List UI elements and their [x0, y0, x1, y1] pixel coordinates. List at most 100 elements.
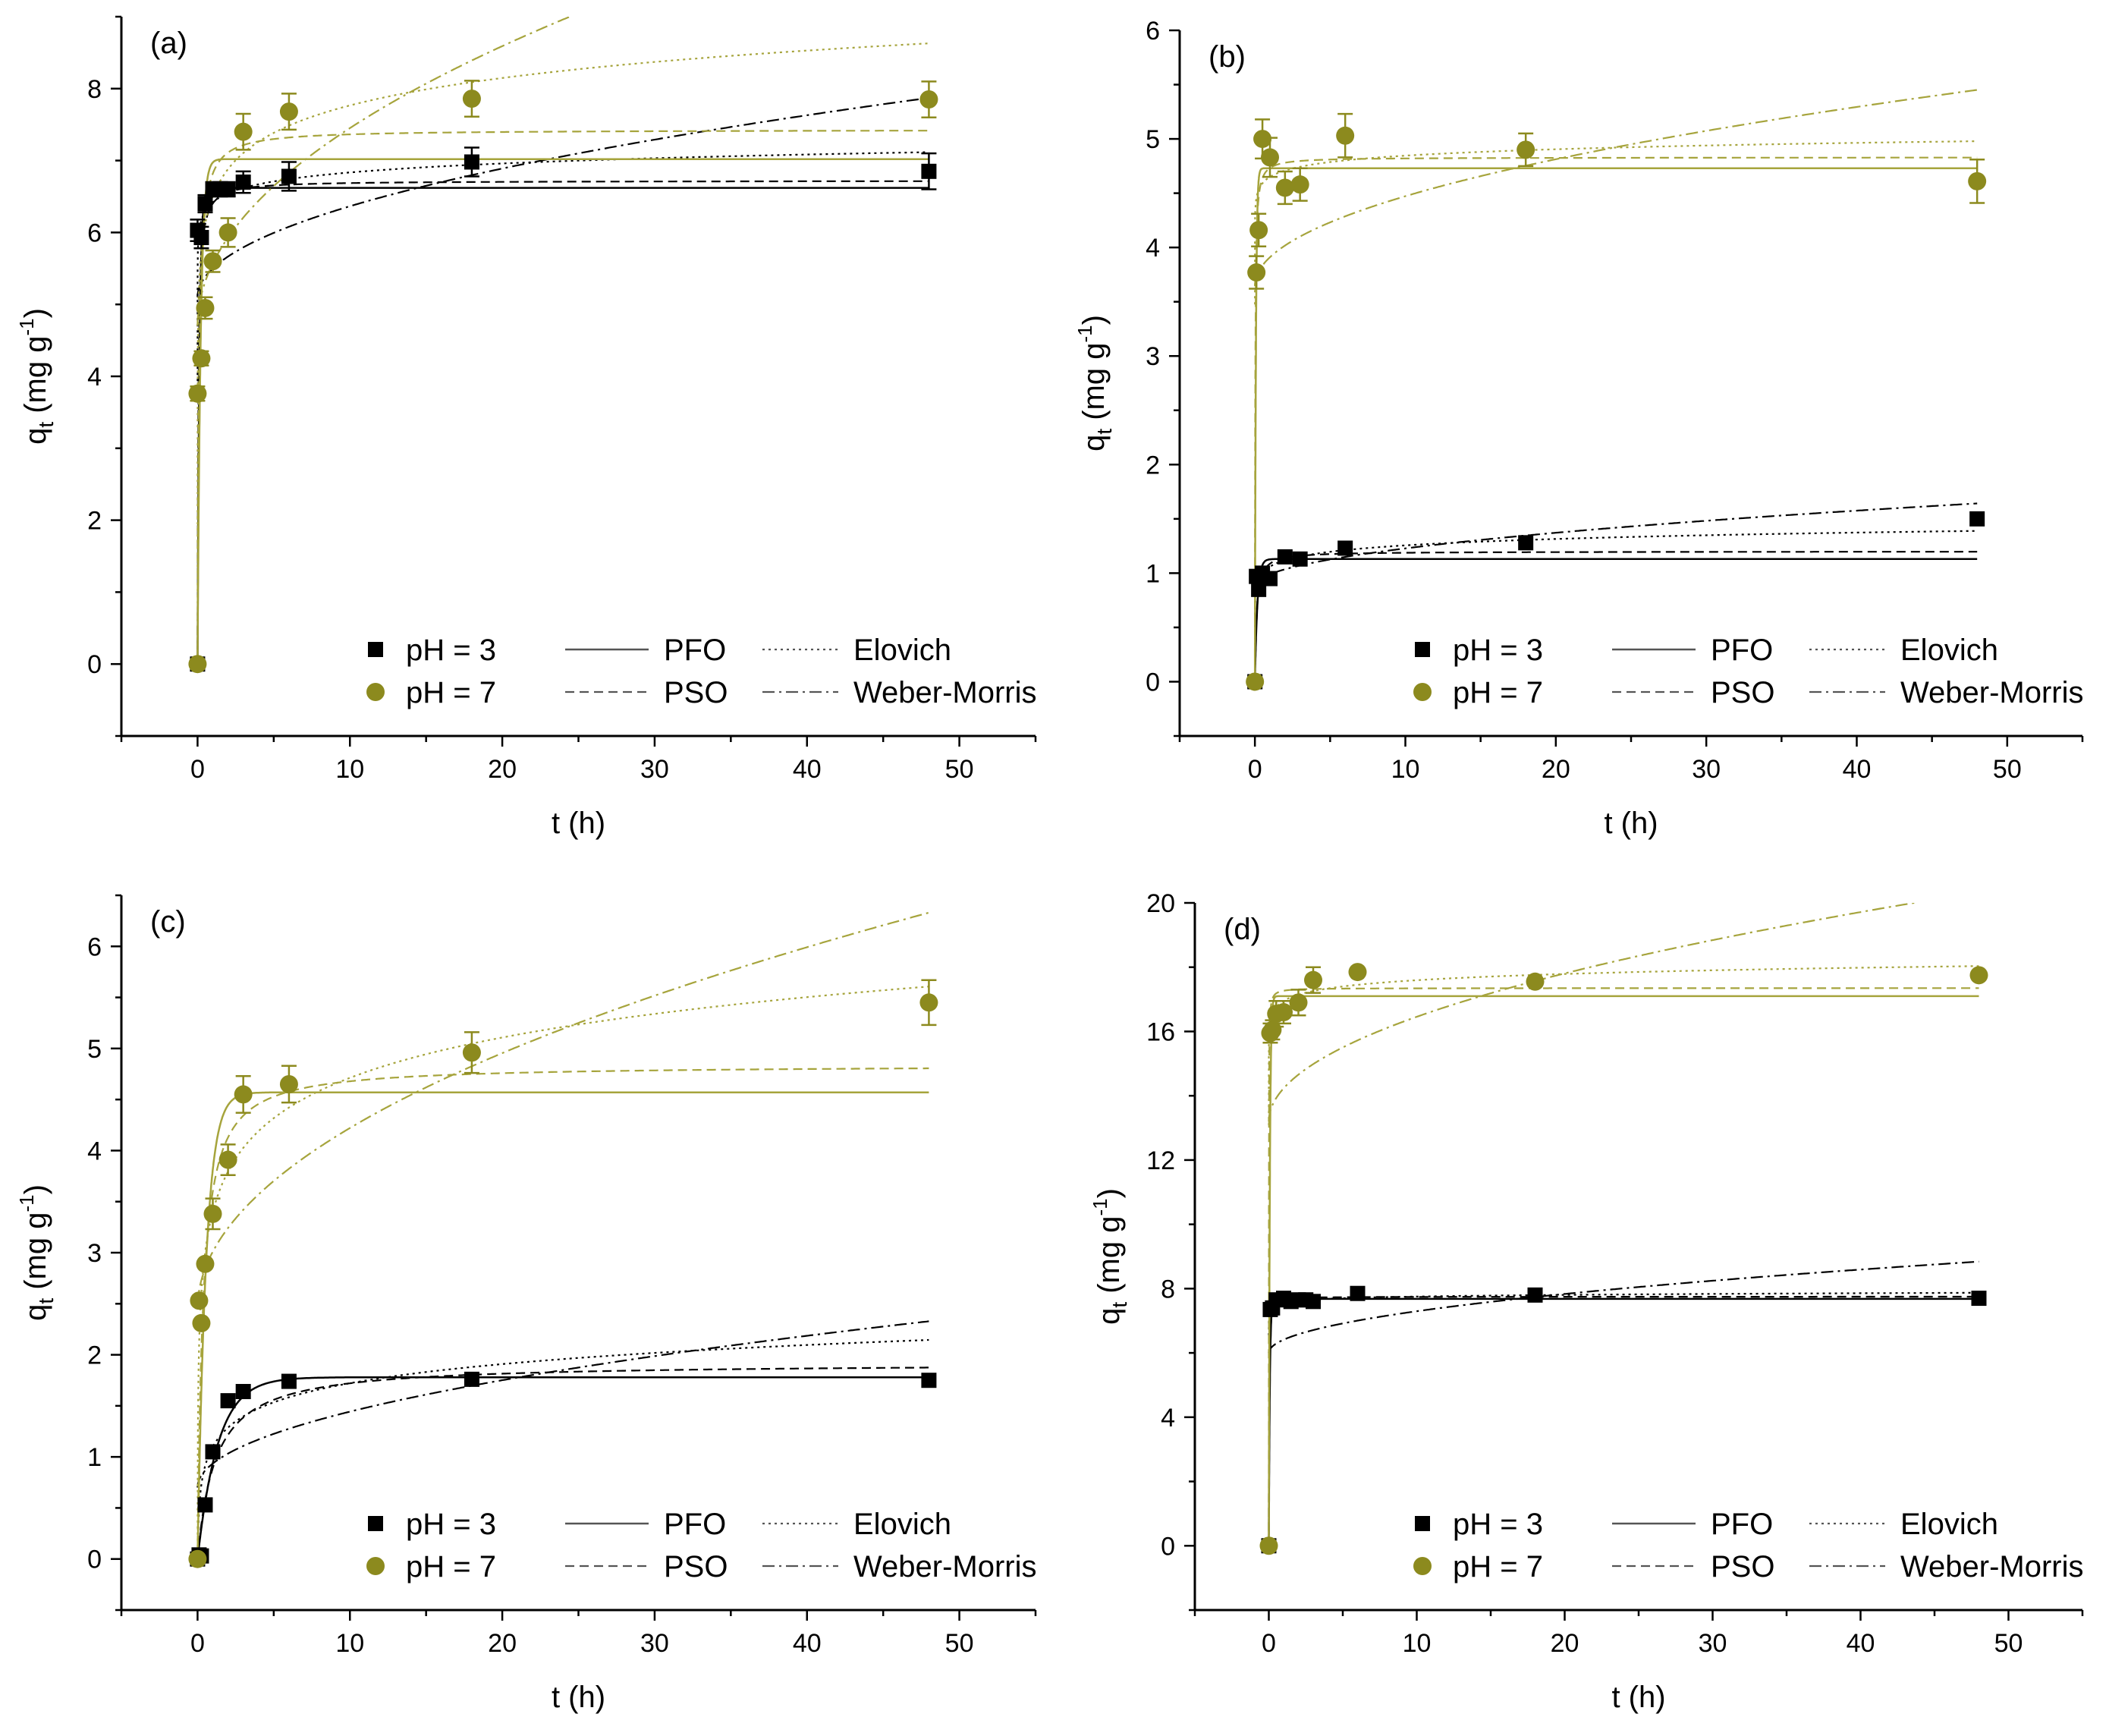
fit-curve-webermorris-ph3	[1254, 502, 1978, 587]
y-tick-label: 4	[1161, 1404, 1175, 1433]
legend-marker-ph7	[1413, 683, 1432, 701]
x-tick-label: 40	[793, 755, 822, 784]
data-point-ph7	[1247, 263, 1266, 282]
data-point-ph3	[464, 154, 479, 170]
legend-label-pso: PSO	[1711, 1550, 1774, 1583]
data-point-ph3	[921, 163, 937, 179]
data-point-ph7	[1259, 1536, 1278, 1555]
y-tick-label: 3	[1146, 342, 1160, 371]
data-point-ph3	[281, 1373, 297, 1389]
data-point-ph7	[1275, 1003, 1293, 1022]
y-axis-title-unit: (mg g	[19, 1212, 52, 1298]
fit-curve-webermorris-ph3	[196, 1320, 929, 1488]
data-point-ph7	[188, 655, 207, 674]
panel-label: (c)	[150, 905, 186, 939]
x-tick-label: 40	[1847, 1629, 1875, 1658]
legend-label-pfo: PFO	[664, 634, 726, 667]
x-axis-title: t (h)	[552, 807, 605, 840]
x-tick-label: 50	[1993, 755, 2022, 784]
fit-curve-pso-ph3	[1254, 551, 1978, 682]
data-point-ph7	[279, 102, 298, 121]
legend-label-ph7: pH = 7	[406, 676, 496, 709]
data-point-ph7	[192, 1313, 211, 1332]
fit-curve-pfo-ph7	[1253, 167, 1978, 682]
data-point-ph3	[464, 1371, 479, 1387]
x-tick-label: 30	[1699, 1629, 1727, 1658]
data-point-ph7	[1246, 672, 1265, 691]
data-point-ph7	[1253, 130, 1272, 149]
data-point-ph7	[234, 122, 253, 141]
legend-label-ph3: pH = 3	[406, 634, 496, 667]
x-tick-label: 50	[945, 755, 974, 784]
legend-label-pso: PSO	[1711, 676, 1774, 709]
y-tick-label: 0	[1161, 1532, 1175, 1561]
legend-label-ph7: pH = 7	[1453, 676, 1543, 709]
y-tick-label: 3	[87, 1239, 102, 1268]
panel-label: (a)	[150, 27, 187, 60]
legend: pH = 3 pH = 7 PFO PSO Elovich Weber-Morris	[366, 1508, 1037, 1583]
data-point-ph7	[192, 349, 211, 368]
data-point-ph3	[220, 181, 236, 197]
x-tick-label: 30	[1692, 755, 1721, 784]
legend-label-ph3: pH = 3	[406, 1508, 496, 1541]
data-point-ph7	[462, 1043, 481, 1062]
y-tick-label: 4	[1146, 234, 1160, 263]
legend-label-ph3: pH = 3	[1453, 634, 1543, 667]
fit-curve-pso-ph7	[196, 1067, 929, 1559]
data-point-ph7	[1969, 966, 1988, 985]
fit-curve-pso-ph7	[1254, 156, 1978, 682]
data-point-ph3	[921, 1373, 937, 1388]
data-point-ph3	[220, 1393, 236, 1409]
legend-label-pfo: PFO	[1711, 634, 1773, 667]
data-point-ph3	[235, 1384, 251, 1400]
x-tick-label: 0	[190, 1629, 205, 1658]
data-point-ph3	[1306, 1294, 1321, 1310]
legend-marker-ph3	[1415, 1516, 1430, 1531]
y-tick-label: 8	[1161, 1275, 1175, 1304]
x-tick-label: 20	[488, 755, 517, 784]
y-axis-title-unit-close: )	[1092, 1188, 1126, 1198]
fit-curve-elovich-ph7	[196, 986, 929, 1560]
y-axis-title-subscript: t	[1092, 429, 1116, 435]
data-point-ph7	[1336, 126, 1355, 145]
legend: pH = 3 pH = 7 PFO PSO Elovich Weber-Morris	[366, 634, 1037, 709]
y-axis-title-unit-close: )	[19, 308, 52, 318]
fit-curve-pso-ph7	[196, 130, 929, 665]
fit-curve-webermorris-ph3	[1268, 1260, 1979, 1354]
y-axis-title-q: q	[19, 428, 52, 445]
fit-curve-elovich-ph3	[196, 151, 929, 382]
data-point-ph7	[1968, 171, 1987, 190]
legend-label-pfo: PFO	[1711, 1508, 1773, 1541]
y-tick-label: 4	[87, 1137, 102, 1165]
chart-panel-d: 0 10 20 30 40 50 0 4 8 12 16 20 t (h) qt (mg g-1) (d) p…	[1089, 889, 2084, 1714]
data-point-ph7	[196, 1254, 215, 1273]
data-point-ph7	[1526, 972, 1545, 991]
data-point-ph3	[205, 1444, 221, 1460]
data-point-ph3	[193, 230, 209, 246]
x-tick-label: 20	[488, 1629, 517, 1658]
legend-marker-ph3	[368, 1516, 383, 1531]
fit-curve-pfo-ph7	[196, 158, 929, 665]
data-point-ph3	[197, 1497, 213, 1513]
data-point-ph7	[919, 90, 938, 109]
legend-marker-ph7	[366, 683, 385, 701]
y-tick-label: 16	[1146, 1017, 1175, 1046]
y-tick-label: 8	[87, 75, 102, 104]
y-axis-title-superscript: -1	[1089, 1198, 1111, 1216]
x-tick-label: 10	[335, 755, 364, 784]
data-point-ph7	[462, 90, 481, 108]
legend-label-weber-morris: Weber-Morris	[853, 1550, 1037, 1583]
legend-label-weber-morris: Weber-Morris	[853, 676, 1037, 709]
x-tick-label: 40	[793, 1629, 822, 1658]
data-point-ph3	[1969, 511, 1985, 527]
data-point-ph7	[1290, 175, 1309, 194]
fit-curve-pso-ph3	[196, 1366, 929, 1560]
y-tick-label: 0	[87, 1546, 102, 1574]
y-axis-title: qt (mg g-1)	[1073, 315, 1116, 451]
data-point-ph3	[1277, 549, 1293, 565]
x-tick-label: 10	[335, 1629, 364, 1658]
x-tick-label: 10	[1391, 755, 1420, 784]
legend-label-ph7: pH = 7	[406, 1550, 496, 1583]
data-point-ph7	[188, 1549, 207, 1568]
